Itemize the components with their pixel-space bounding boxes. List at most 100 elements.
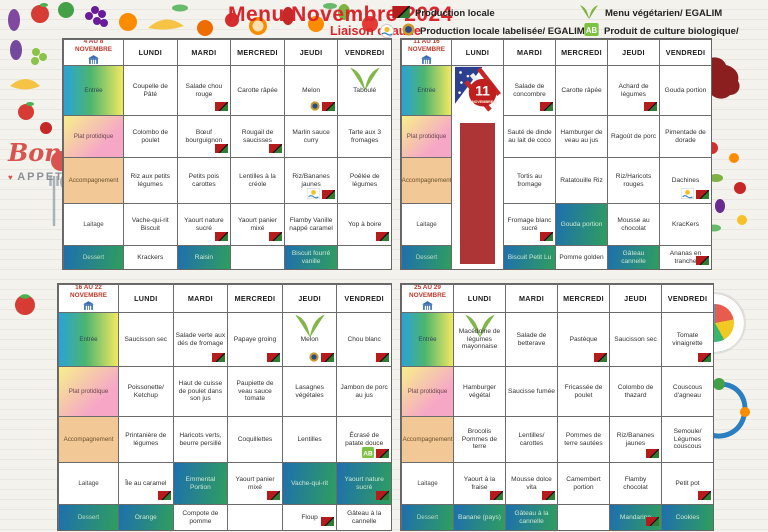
menu-cell: Couscous d'agneau [661, 366, 713, 416]
day-header: MARDI [505, 284, 557, 312]
martinique-flag-icon [375, 448, 390, 461]
day-header: MARDI [172, 284, 228, 312]
label-medallion-icon [402, 23, 415, 39]
menu-cell: Ragoût de porc [607, 115, 659, 157]
martinique-flag-icon [321, 352, 335, 365]
menu-cell: Melon [281, 312, 337, 366]
vegetarian-v-icon [292, 313, 328, 342]
menu-cell: Lasagnes végétales [281, 366, 337, 416]
menu-cell: Salade de concombre [503, 65, 555, 115]
martinique-flag-icon [696, 189, 710, 202]
menu-cell: Flamby Vanille nappé caramel [283, 203, 338, 245]
menu-cell: Île au caramel [118, 462, 173, 504]
menu-cell: Sauté de dinde au lait de coco [503, 115, 555, 157]
week-2: 11 AU 16 NOVEMBRE LUNDI MARDI MERCREDI JEUDI… [400, 38, 712, 270]
day-header: VENDREDI [659, 39, 711, 65]
bon-appetit-decoration: Bon ♥ Appetit [8, 138, 78, 185]
label-medallion-icon [309, 352, 319, 365]
row-label: Entrée [401, 65, 451, 115]
row-label: Laitage [401, 203, 451, 245]
day-header: VENDREDI [336, 284, 391, 312]
legend-production-locale: Production locale [392, 5, 495, 21]
martinique-flag-icon [268, 231, 283, 244]
menu-cell: Yaourt panier mixé [227, 462, 282, 504]
menu-cell: Riz aux petits légumes [123, 157, 177, 203]
bio-ab-icon: AB [361, 447, 374, 461]
menu-cell [557, 504, 609, 530]
day-header: MARDI [503, 39, 555, 65]
martinique-flag-icon [375, 352, 390, 365]
menu-cell: Biscuit Petit Lu [503, 245, 555, 269]
menu-cell: Raisin [176, 245, 231, 269]
menu-cell: Coupelle de Pâté [123, 65, 177, 115]
bio-ab-icon: AB [584, 23, 599, 39]
week-label: 25 AU 29 NOVEMBRE [401, 284, 453, 312]
day-header: MERCREDI [227, 284, 282, 312]
menu-cell: Carotte râpée [555, 65, 607, 115]
row-label: Laitage [401, 462, 453, 504]
menu-cell: Emmental Portion [172, 462, 228, 504]
menu-cell: Flamby chocolat [609, 462, 661, 504]
legend-bio: AB Produit de culture biologique/ [584, 23, 739, 39]
sun-sea-logo-icon [380, 24, 394, 43]
menu-cell: Macédoine de légumes mayonnaise [453, 312, 505, 366]
heart-icon: ♥ [8, 173, 13, 182]
day-header: VENDREDI [337, 39, 391, 65]
menu-cell: Écrasé de patate douce AB [336, 416, 391, 462]
menu-cell: Colombo de poulet [123, 115, 177, 157]
row-label: Entrée [63, 65, 123, 115]
vegetarian-v-icon [578, 4, 600, 23]
day-header: JEUDI [609, 284, 661, 312]
menu-cell: Floup [281, 504, 337, 530]
menu-cell: Gâteau à la cannelle [505, 504, 557, 530]
martinique-flag-icon [321, 516, 335, 529]
november-11-flag-illustration: 11 NOVEMBRE [454, 66, 501, 117]
menu-cell: Paupiette de veau sauce tomate [227, 366, 282, 416]
menu-cell: Petit pot [661, 462, 713, 504]
legend-label: Production locale [415, 8, 495, 19]
menu-cell: Pimentade de dorade [659, 115, 711, 157]
row-label: Plat protidique [401, 115, 451, 157]
row-label: Entrée [401, 312, 453, 366]
martinique-flag-icon [490, 490, 504, 503]
week-label: 16 AU 22 NOVEMBRE [58, 284, 118, 312]
menu-cell: Ananas en tranche [659, 245, 711, 269]
martinique-flag-icon [696, 255, 710, 268]
menu-cell: Achard de légumes [607, 65, 659, 115]
menu-cell: Saucisson sec [609, 312, 661, 366]
menu-cell: Mousse au chocolat [607, 203, 659, 245]
menu-cell: Poissonette/ Ketchup [118, 366, 173, 416]
day-header: LUNDI [453, 284, 505, 312]
svg-text:AB: AB [363, 451, 373, 458]
menu-cell: Tarte aux 3 fromages [337, 115, 391, 157]
menu-cell: Lentilles [281, 416, 337, 462]
legend-label: Production locale labelisée/ EGALIM [420, 25, 585, 37]
menu-cell: Lentilles à la créole [230, 157, 284, 203]
legend-production-labelisee: Production locale labelisée/ EGALIM [402, 23, 585, 39]
menu-cell: Haricots verts, beurre persillé [172, 416, 228, 462]
menu-cell: Pomme golden [555, 245, 607, 269]
menu-cell [337, 245, 391, 269]
martinique-flag-icon [157, 490, 172, 503]
day-header: JEUDI [283, 39, 338, 65]
martinique-flag-icon [215, 143, 229, 156]
menu-cell: Semoule/ Légumes couscous [661, 416, 713, 462]
martinique-flag-icon [540, 101, 554, 114]
menu-cell [230, 245, 284, 269]
menu-cell: Saucisson sec [118, 312, 173, 366]
menu-cell: Yaourt à la fraise [453, 462, 505, 504]
menu-cell: Vache-qui-rit [281, 462, 337, 504]
fruit-band-illustration [8, 2, 378, 36]
martinique-flag-icon [212, 352, 226, 365]
menu-cell: Hamburger de veau au jus [555, 115, 607, 157]
martinique-flag-icon [268, 143, 283, 156]
menu-cell: Camembert portion [557, 462, 609, 504]
tomato-icon [12, 292, 38, 321]
martinique-flag-icon [540, 231, 554, 244]
menu-cell: Compote de pomme [172, 504, 228, 530]
day-header: LUNDI [118, 284, 173, 312]
menu-cell: Lentilles/ carottes [505, 416, 557, 462]
menu-cell: Pommes de terre sautées [557, 416, 609, 462]
municipality-logo-icon [88, 54, 99, 65]
